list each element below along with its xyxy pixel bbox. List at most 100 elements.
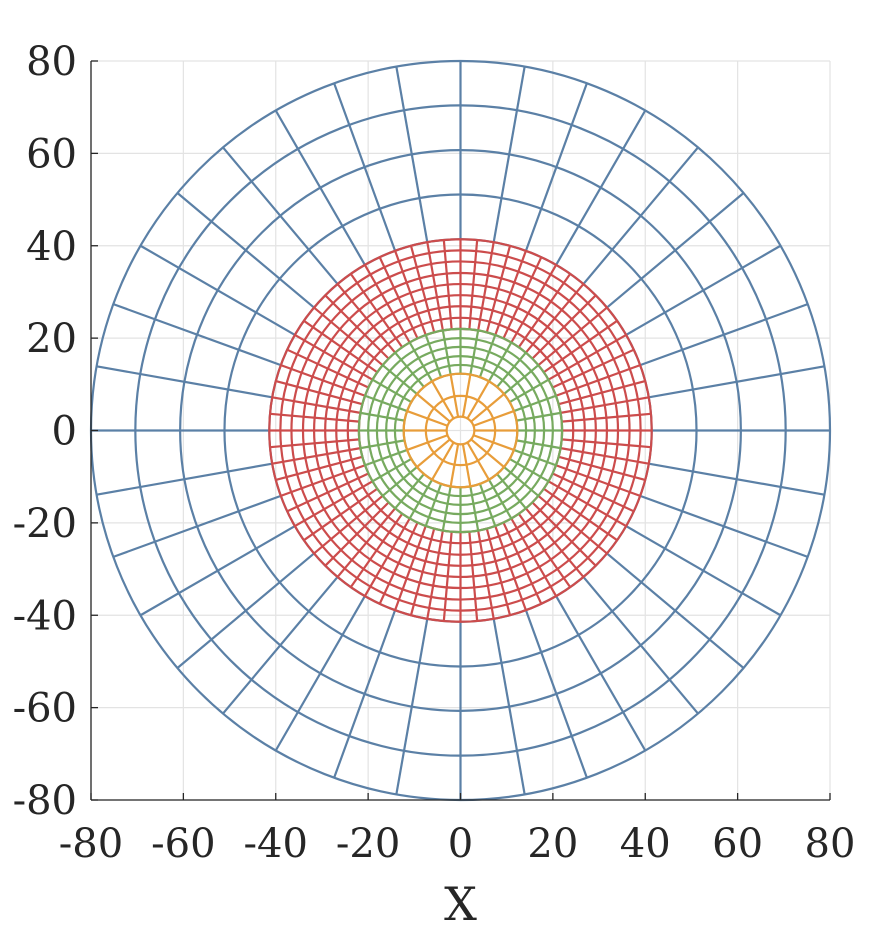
y-tick-label: -40	[13, 593, 77, 639]
mesh-spoke	[271, 396, 361, 414]
mesh-spoke	[408, 341, 434, 382]
mesh-spoke	[176, 192, 315, 309]
mesh-spoke	[269, 438, 360, 449]
mesh-spoke	[496, 351, 527, 388]
mesh-spoke	[517, 273, 572, 348]
x-tick-label: 80	[805, 821, 856, 867]
mesh-spoke	[560, 447, 650, 465]
mesh-spoke	[274, 109, 366, 266]
mesh-spoke	[543, 487, 618, 542]
mesh-spoke	[478, 334, 497, 378]
x-tick-label: 20	[527, 821, 578, 867]
mesh-spoke	[222, 146, 339, 285]
mesh-spoke	[449, 443, 460, 487]
mesh-spoke	[466, 380, 490, 420]
x-tick-label: 40	[620, 821, 671, 867]
mesh-spoke	[360, 439, 405, 450]
mesh-spoke	[560, 396, 650, 414]
mesh-spoke	[496, 473, 527, 510]
mesh-spoke	[509, 457, 550, 483]
mesh-spoke	[552, 348, 635, 389]
y-tick-label: -80	[13, 778, 77, 824]
mesh-spoke	[96, 462, 273, 496]
mesh-spoke	[324, 501, 390, 567]
mesh-spoke	[485, 528, 512, 616]
mesh-spoke	[381, 466, 418, 497]
mesh-spoke	[582, 576, 699, 715]
mesh-spoke	[424, 483, 443, 527]
mesh-spoke	[561, 412, 652, 423]
mesh-spoke	[469, 330, 480, 375]
mesh-spoke	[313, 306, 384, 367]
mesh-spoke	[503, 364, 540, 395]
mesh-spoke	[555, 364, 641, 397]
y-tick-label: 40	[26, 224, 77, 270]
mesh-spoke	[442, 531, 453, 622]
mesh-spoke	[303, 319, 378, 374]
mesh-spoke	[303, 487, 378, 542]
mesh-spoke	[363, 264, 411, 344]
mesh-spoke	[509, 378, 550, 404]
mesh-spoke	[409, 245, 436, 333]
x-tick-label: 0	[448, 821, 473, 867]
mesh-spoke	[363, 517, 411, 597]
mesh-spoke	[516, 439, 561, 450]
mesh-spoke	[333, 609, 397, 779]
mesh-spoke	[473, 434, 515, 451]
mesh-spoke	[537, 494, 608, 555]
mesh-spoke	[271, 447, 361, 465]
mesh-spoke	[416, 393, 451, 423]
mesh-spoke	[492, 618, 526, 795]
mesh-spoke	[449, 374, 460, 418]
x-tick-label: -20	[336, 821, 400, 867]
y-tick-label: 60	[26, 131, 77, 177]
mesh-spoke	[516, 411, 561, 422]
mesh-spoke	[461, 443, 472, 487]
mesh-spoke	[222, 576, 339, 715]
mesh-spoke	[294, 333, 374, 381]
mesh-spoke	[408, 479, 434, 520]
mesh-spoke	[112, 494, 282, 558]
mesh-spoke	[461, 374, 472, 418]
mesh-spoke	[524, 283, 585, 354]
mesh-spoke	[112, 303, 282, 367]
mesh-spoke	[468, 239, 479, 330]
mesh-spoke	[639, 494, 809, 558]
mesh-spoke	[336, 507, 397, 578]
mesh-spoke	[470, 438, 505, 468]
mesh-spoke	[537, 306, 608, 367]
x-axis-title: X	[444, 877, 477, 931]
mesh-spoke	[349, 273, 404, 348]
mesh-spoke	[371, 378, 412, 404]
mesh-spoke	[395, 618, 429, 795]
mesh-spoke	[139, 525, 296, 617]
mesh-spoke	[442, 239, 453, 330]
mesh-spoke	[494, 250, 527, 336]
mesh-spoke	[513, 448, 557, 467]
mesh-spoke	[139, 244, 296, 336]
mesh-spoke	[558, 455, 646, 482]
y-tick-label: 20	[26, 316, 77, 362]
mesh-spoke	[275, 455, 363, 482]
mesh-spoke	[477, 530, 495, 620]
mesh-spoke	[473, 410, 515, 427]
mesh-spoke	[431, 441, 455, 481]
mesh-spoke	[543, 319, 618, 374]
mesh-spoke	[441, 330, 452, 375]
mesh-spoke	[492, 66, 526, 243]
mesh-spoke	[426, 241, 444, 331]
mesh-spoke	[394, 473, 425, 510]
mesh-spoke	[468, 531, 479, 622]
mesh-spoke	[625, 244, 782, 336]
mesh-spoke	[286, 472, 369, 513]
mesh-spoke	[487, 341, 513, 382]
mesh-spoke	[378, 522, 419, 605]
mesh-spoke	[269, 412, 360, 423]
y-tick-label: 0	[52, 409, 77, 455]
mesh-spoke	[524, 82, 588, 252]
y-tick-label: -60	[13, 686, 77, 732]
mesh-spoke	[364, 394, 408, 413]
mesh-spoke	[558, 379, 646, 406]
mesh-spoke	[555, 595, 647, 752]
mesh-zone-2	[268, 238, 653, 623]
